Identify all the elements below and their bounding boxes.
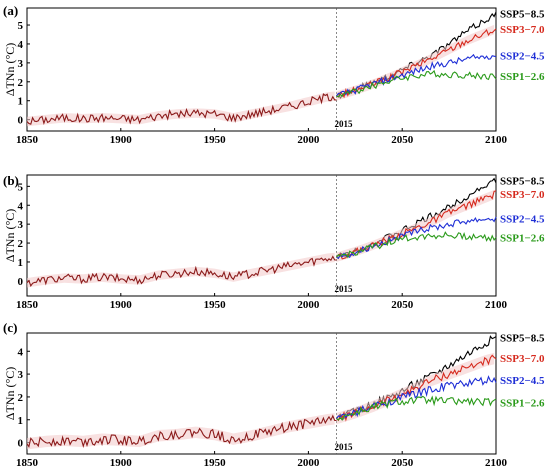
legend-label-ssp245: SSP2−4.5	[500, 375, 545, 387]
x-tick-label: 1900	[110, 134, 133, 146]
y-tick-label: 0	[18, 115, 24, 127]
y-tick-label: 3	[18, 58, 24, 70]
series-line-historical	[26, 93, 337, 126]
legend-label-ssp126: SSP1−2.6	[500, 71, 545, 83]
x-tick-label: 2100	[485, 299, 508, 311]
uncertainty-band-historical	[27, 252, 335, 288]
legend-label-ssp245: SSP2−4.5	[500, 213, 545, 225]
x-tick-label: 1900	[110, 457, 133, 468]
x-tick-label: 1900	[110, 299, 133, 311]
legend-label-ssp370: SSP3−7.0	[500, 189, 545, 201]
series-line-historical	[26, 414, 337, 449]
panel-label: (c)	[3, 320, 17, 335]
y-tick-label: 4	[18, 200, 24, 212]
y-tick-label: 3	[18, 369, 24, 381]
x-tick-label: 1950	[204, 457, 227, 468]
legend-label-ssp585: SSP5−8.5	[500, 9, 545, 21]
y-tick-label: 1	[18, 96, 24, 108]
series-line-ssp126	[336, 395, 497, 421]
y-tick-label: 2	[18, 77, 24, 89]
x-tick-label: 2000	[297, 134, 320, 146]
x-tick-label: 2100	[485, 457, 508, 468]
plot-frame	[26, 332, 497, 455]
x-tick-label: 1950	[204, 299, 227, 311]
chart-panel-1: 2015(a)ΔTNn (°C)1850 1900 1950 2000 2050 2100…	[3, 3, 545, 146]
legend-label-ssp585: SSP5−8.5	[500, 333, 545, 345]
x-tick-label: 1850	[16, 134, 39, 146]
y-tick-label: 5	[18, 20, 24, 32]
y-tick-label: 1	[18, 257, 24, 269]
plot-frame	[26, 174, 497, 297]
annotation-2015: 2015	[335, 119, 354, 129]
uncertainty-band-historical	[27, 413, 335, 450]
x-tick-label: 2050	[391, 299, 414, 311]
x-tick-label: 1850	[16, 457, 39, 468]
series-line-ssp245	[336, 216, 497, 260]
legend-label-ssp370: SSP3−7.0	[500, 24, 545, 36]
x-tick-label: 2100	[485, 134, 508, 146]
y-tick-label: 5	[18, 181, 24, 193]
x-tick-label: 2000	[297, 457, 320, 468]
series-line-ssp245	[336, 375, 497, 419]
series-line-ssp370	[336, 190, 497, 260]
x-tick-label: 2050	[391, 457, 414, 468]
series-line-ssp126	[336, 69, 497, 98]
series-line-ssp370	[336, 354, 497, 422]
plot-frame	[26, 7, 497, 132]
panel-label: (b)	[3, 173, 19, 188]
legend-label-ssp126: SSP1−2.6	[500, 232, 545, 244]
legend-label-ssp126: SSP1−2.6	[500, 398, 545, 410]
y-tick-label: 0	[18, 276, 24, 288]
y-axis-label: ΔTNn (°C)	[3, 209, 17, 263]
legend-label-ssp245: SSP2−4.5	[500, 50, 545, 62]
y-tick-label: 1	[18, 415, 24, 427]
y-tick-label: 3	[18, 219, 24, 231]
series-line-historical	[26, 255, 337, 287]
annotation-2015: 2015	[335, 442, 354, 452]
x-tick-label: 2050	[391, 134, 414, 146]
series-line-ssp245	[336, 53, 497, 97]
y-tick-label: 0	[18, 438, 24, 450]
legend-label-ssp370: SSP3−7.0	[500, 353, 545, 365]
x-tick-label: 1850	[16, 299, 39, 311]
y-tick-label: 2	[18, 392, 24, 404]
series-line-ssp126	[336, 231, 497, 259]
chart-panel-3: 2015 (c) ΔTNn (°C) 1850 1900 1950 2000 2050 2100…	[3, 320, 545, 468]
legend-label-ssp585: SSP5−8.5	[500, 176, 545, 188]
series-line-ssp370	[336, 28, 497, 99]
y-tick-label: 4	[18, 39, 24, 51]
annotation-2015: 2015	[335, 284, 354, 294]
y-tick-label: 4	[18, 346, 24, 358]
chart-panel-2: 2015(b)ΔTNn (°C)1850 1900 1950 2000 2050 2100…	[3, 173, 545, 311]
uncertainty-band-ssp370	[336, 24, 495, 101]
panel-label: (a)	[3, 3, 18, 18]
y-axis-label: ΔTNn (°C)	[3, 367, 17, 421]
x-tick-label: 2000	[297, 299, 320, 311]
uncertainty-band-ssp370	[336, 352, 495, 425]
uncertainty-band-ssp370	[336, 189, 495, 262]
uncertainty-band-historical	[27, 91, 335, 127]
y-axis-label: ΔTNn (°C)	[3, 43, 17, 97]
y-tick-label: 2	[18, 238, 24, 250]
x-tick-label: 1950	[204, 134, 227, 146]
